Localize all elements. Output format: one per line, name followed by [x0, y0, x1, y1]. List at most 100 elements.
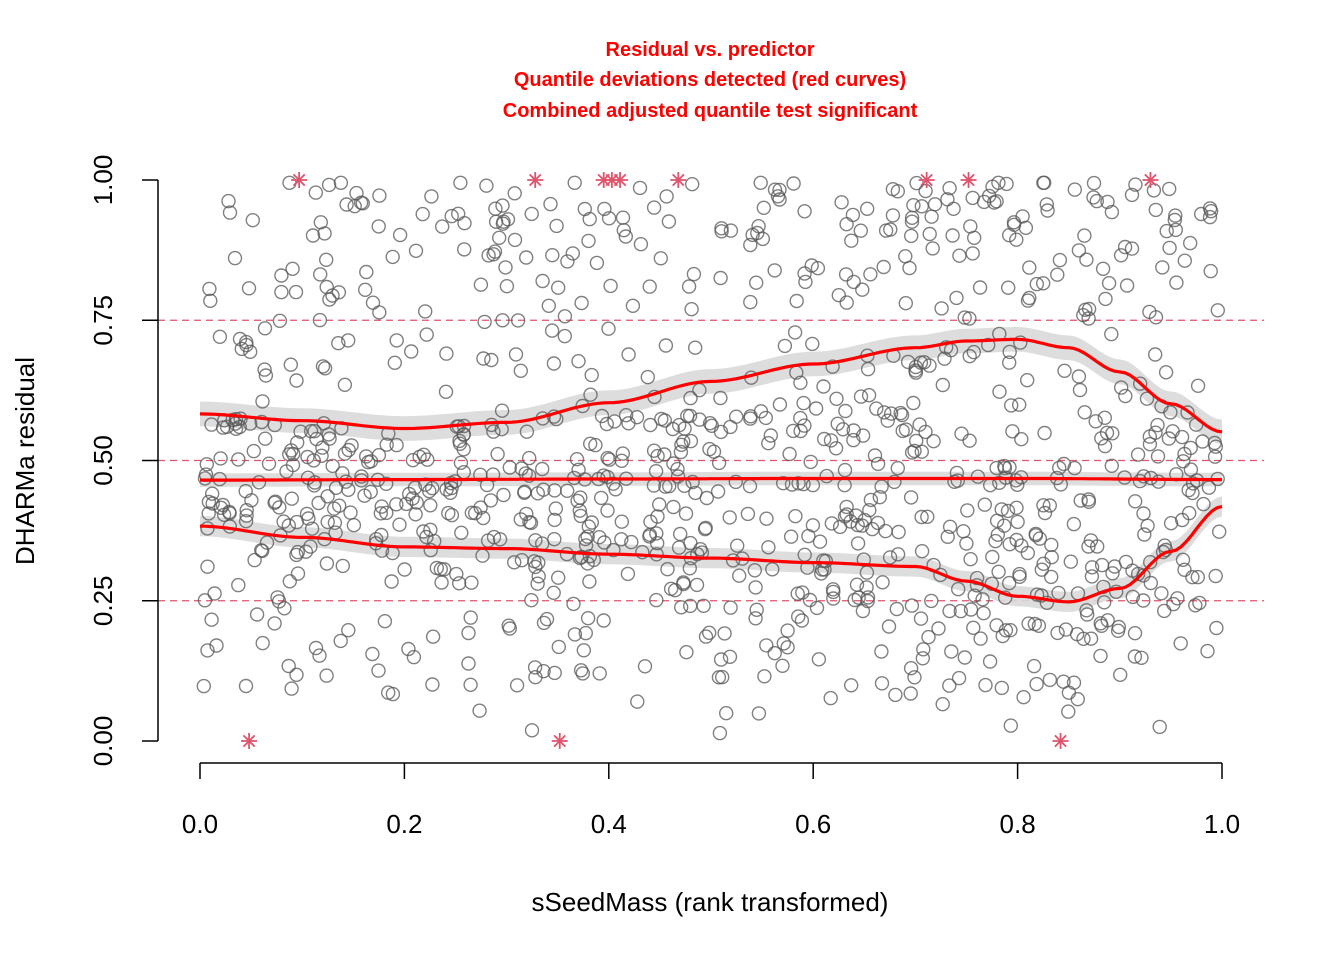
residual-point [444, 507, 460, 523]
residual-point [592, 530, 607, 545]
residual-point [222, 205, 238, 220]
residual-point [1209, 620, 1224, 636]
residual-point [1071, 369, 1087, 384]
residual-point [231, 577, 246, 593]
residual-point [575, 666, 590, 681]
residual-point [197, 593, 213, 608]
residual-point [308, 640, 324, 656]
x-axis: 0.0 0.2 0.4 0.6 0.8 1.0 [182, 762, 1240, 839]
x-axis-label: sSeedMass (rank transformed) [532, 887, 889, 917]
residual-point [1127, 649, 1143, 664]
residual-point [777, 338, 793, 354]
residual-point [713, 270, 728, 286]
residual-point [451, 206, 466, 222]
residual-point [1190, 378, 1206, 393]
residual-point [1142, 555, 1158, 570]
residual-point [711, 670, 727, 685]
residual-point [825, 359, 840, 374]
residual-point [826, 584, 841, 600]
residual-point [972, 280, 988, 295]
residual-point [801, 528, 816, 544]
residual-point [837, 462, 853, 478]
residual-point [1150, 449, 1166, 464]
residual-point [624, 534, 639, 550]
residual-point [1097, 410, 1113, 425]
residual-point [566, 596, 581, 612]
residual-point [565, 246, 580, 261]
residual-points [196, 175, 1227, 741]
residual-point [643, 417, 658, 433]
residual-point [812, 534, 828, 549]
residual-point [1128, 177, 1143, 192]
residual-point [1089, 193, 1105, 209]
residual-point [1067, 182, 1083, 197]
residual-point [606, 542, 621, 558]
residual-point [696, 598, 711, 613]
residual-point [212, 329, 228, 344]
residual-point [1022, 260, 1037, 275]
quantile-curve-0.5 [200, 476, 1222, 482]
residual-point [729, 409, 744, 424]
residual-point [912, 417, 927, 432]
residual-point [875, 575, 890, 590]
residual-point [1002, 355, 1017, 370]
residual-point [1111, 619, 1127, 635]
residual-point [1006, 215, 1022, 230]
residual-point [444, 208, 459, 224]
residual-point [245, 212, 261, 228]
residual-point [1159, 223, 1174, 239]
residual-point [581, 519, 596, 534]
residual-point [447, 474, 463, 489]
residual-point [991, 564, 1006, 579]
residual-point [1029, 676, 1044, 692]
residual-point [927, 197, 943, 212]
residual-point [197, 471, 213, 486]
residual-point [1044, 550, 1059, 565]
residual-point [1032, 531, 1048, 546]
residual-point [231, 452, 246, 467]
residual-point [1093, 648, 1108, 664]
residual-point [976, 606, 991, 621]
residual-point [816, 379, 831, 394]
residual-point [288, 284, 304, 300]
residual-point [1105, 566, 1120, 581]
residual-point [290, 566, 306, 581]
residual-point [1130, 447, 1146, 462]
residual-point [893, 405, 908, 421]
residual-point [438, 384, 454, 399]
residual-point [802, 592, 818, 608]
residual-point [865, 521, 880, 537]
residual-point [903, 490, 919, 505]
residual-point [867, 448, 883, 463]
residual-point [870, 456, 886, 472]
residual-point [790, 586, 805, 601]
residual-point [1000, 503, 1016, 519]
outlier-point [960, 172, 977, 188]
residual-point [1142, 429, 1158, 444]
residual-point [1061, 685, 1077, 700]
residual-point [547, 532, 562, 547]
residual-point [988, 533, 1003, 549]
residual-point [1063, 554, 1079, 569]
residual-point [479, 178, 494, 193]
residual-point [882, 550, 898, 565]
residual-point [377, 614, 393, 629]
residual-point [772, 397, 788, 412]
residual-point [547, 665, 562, 681]
residual-point [281, 658, 296, 674]
residual-point [457, 215, 472, 231]
residual-point [853, 389, 869, 404]
residual-point [327, 515, 343, 530]
residual-point [1158, 365, 1174, 380]
residual-point [637, 659, 653, 674]
residual-point [963, 552, 978, 567]
residual-point [1136, 469, 1151, 484]
residual-point [747, 563, 762, 578]
residual-point [490, 446, 505, 462]
residual-point [213, 500, 229, 515]
residual-point [1117, 239, 1133, 255]
residual-point [803, 454, 818, 470]
residual-point [551, 280, 566, 295]
residual-point [991, 175, 1006, 191]
residual-point [1147, 347, 1163, 362]
